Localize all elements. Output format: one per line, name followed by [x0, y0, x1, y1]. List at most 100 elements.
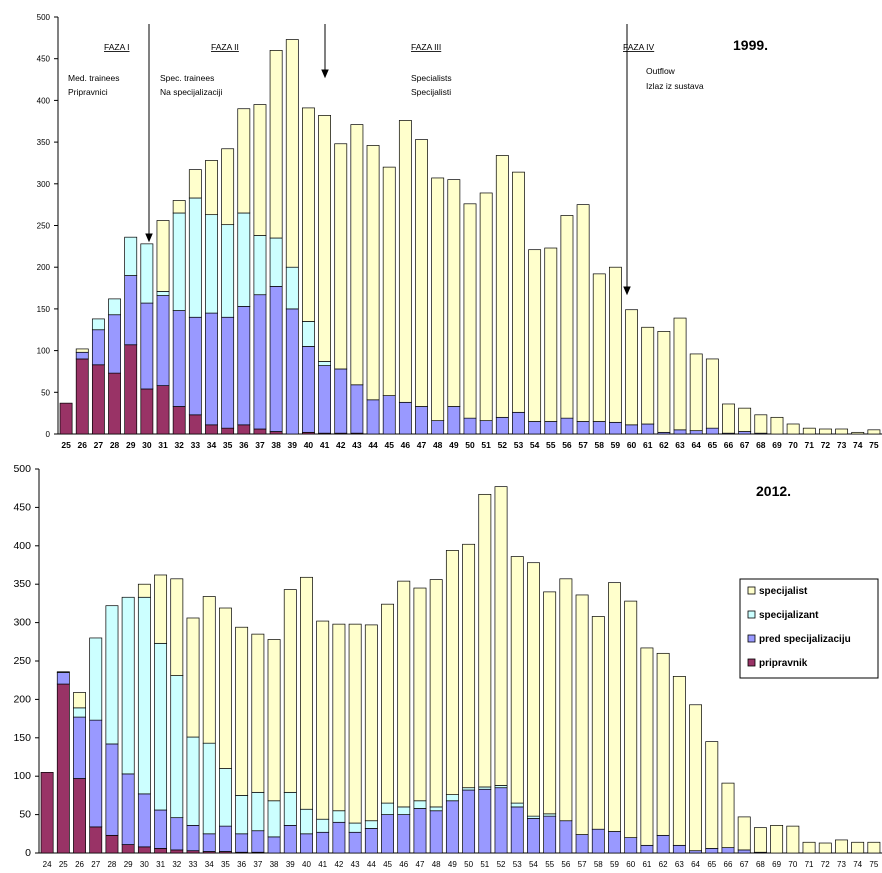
bar-pred-specijalizaciju — [251, 830, 265, 853]
bar-pripravnik — [156, 385, 170, 435]
bar-specijalist — [851, 431, 865, 435]
bar-pred-specijalizaciju — [705, 848, 719, 854]
bar-pred-specijalizaciju — [237, 306, 251, 426]
bar-specijalizant — [413, 800, 427, 809]
y-tick-label: 100 — [37, 347, 51, 356]
x-tick-label: 69 — [772, 860, 781, 869]
bar-specijalist — [851, 841, 865, 854]
bar-specijalizant — [219, 768, 232, 827]
bar-pred-specijalizaciju — [91, 329, 105, 366]
x-tick-label: 59 — [610, 860, 619, 869]
bar-specijalizant — [156, 291, 170, 296]
x-tick-label: 30 — [142, 440, 152, 450]
x-tick-label: 61 — [643, 440, 653, 450]
bar-pripravnik — [253, 428, 267, 435]
bar-pred-specijalizaciju — [398, 401, 412, 435]
bar-pred-specijalizaciju — [75, 351, 89, 360]
legend-label-specijalizant: specijalizant — [759, 610, 819, 621]
bar-pred-specijalizaciju — [235, 833, 249, 853]
y-tick-label: 300 — [37, 180, 51, 189]
x-tick-label: 26 — [75, 860, 84, 869]
x-tick-label: 66 — [724, 440, 734, 450]
legend: specijalist specijalizant pred specijali… — [739, 578, 879, 679]
bar-specijalist — [657, 331, 671, 433]
bar-pripravnik — [172, 406, 186, 435]
x-tick-label: 37 — [253, 860, 262, 869]
bar-pripravnik — [124, 344, 138, 435]
bar-specijalizant — [381, 802, 394, 815]
x-tick-label: 30 — [140, 860, 149, 869]
bar-specijalist — [237, 108, 251, 214]
x-tick-label: 52 — [497, 860, 506, 869]
bar-specijalist — [413, 587, 427, 802]
x-tick-label: 72 — [821, 440, 831, 450]
x-tick-label: 55 — [546, 440, 556, 450]
bar-specijalist — [543, 591, 557, 815]
x-tick-label: 50 — [465, 440, 475, 450]
bar-pripravnik — [205, 424, 218, 435]
y-tick-label: 350 — [37, 138, 51, 147]
bar-pred-specijalizaciju — [334, 368, 348, 434]
bar-specijalizant — [205, 214, 218, 314]
x-tick-label: 51 — [480, 860, 489, 869]
bar-pred-specijalizaciju — [332, 821, 346, 854]
bar-pred-specijalizaciju — [640, 844, 654, 854]
x-tick-label: 58 — [595, 440, 605, 450]
bar-specijalist — [624, 600, 638, 838]
y-tick-label: 50 — [19, 809, 31, 821]
x-tick-label: 44 — [367, 860, 376, 869]
bar-pred-specijalizaciju — [89, 719, 103, 828]
bar-pripravnik — [105, 834, 119, 854]
x-tick-label: 65 — [708, 440, 718, 450]
bar-specijalist — [170, 578, 184, 676]
x-tick-label: 66 — [724, 860, 733, 869]
y-tick-label: 200 — [13, 693, 31, 705]
phase-label-2: FAZA II — [211, 42, 239, 52]
bar-specijalist — [445, 550, 459, 795]
x-tick-label: 32 — [172, 860, 181, 869]
bar-specijalist — [738, 407, 752, 432]
x-tick-label: 46 — [399, 860, 408, 869]
bar-pred-specijalizaciju — [121, 773, 135, 845]
bar-specijalizant — [124, 236, 138, 276]
x-tick-label: 48 — [433, 440, 443, 450]
bar-specijalist — [512, 171, 525, 413]
bar-pripravnik — [154, 848, 168, 854]
bar-specijalizant — [348, 822, 362, 833]
y-tick-label: 0 — [46, 430, 51, 439]
x-tick-label: 44 — [368, 440, 378, 450]
bar-pred-specijalizaciju — [415, 406, 428, 435]
bar-pred-specijalizaciju — [560, 417, 574, 435]
phase-arrows — [145, 24, 631, 296]
bar-specijalist — [188, 169, 202, 199]
x-tick-label: 35 — [223, 440, 233, 450]
bar-specijalizant — [56, 671, 70, 673]
bar-specijalist — [819, 428, 832, 435]
bar-pred-specijalizaciju — [364, 828, 378, 854]
x-tick-label: 51 — [481, 440, 491, 450]
bar-specijalist — [285, 39, 299, 268]
x-tick-label: 27 — [91, 860, 100, 869]
y-tick-label: 400 — [13, 540, 31, 552]
x-tick-label: 60 — [627, 440, 637, 450]
bar-pred-specijalizaciju — [140, 302, 154, 390]
bar-specijalizant — [283, 791, 297, 826]
bar-specijalizant — [237, 212, 251, 307]
bar-specijalist — [753, 827, 767, 853]
y-tick-label: 100 — [13, 770, 31, 782]
bar-specijalist — [154, 574, 168, 644]
legend-label-pred-specijalizaciju: pred specijalizaciju — [759, 634, 851, 645]
bar-pred-specijalizaciju — [202, 833, 216, 852]
phase-1-line1: Med. trainees — [68, 73, 120, 83]
bar-specijalist — [737, 816, 751, 851]
bar-specijalist — [689, 704, 702, 852]
x-tick-label: 63 — [675, 860, 684, 869]
bar-specijalist — [429, 579, 443, 808]
x-tick-label: 33 — [191, 440, 201, 450]
bar-pred-specijalizaciju — [108, 314, 121, 374]
bar-specijalizant — [202, 742, 216, 835]
bar-pred-specijalizaciju — [156, 295, 170, 386]
bar-pripravnik — [89, 826, 103, 854]
bar-specijalist — [544, 247, 558, 422]
